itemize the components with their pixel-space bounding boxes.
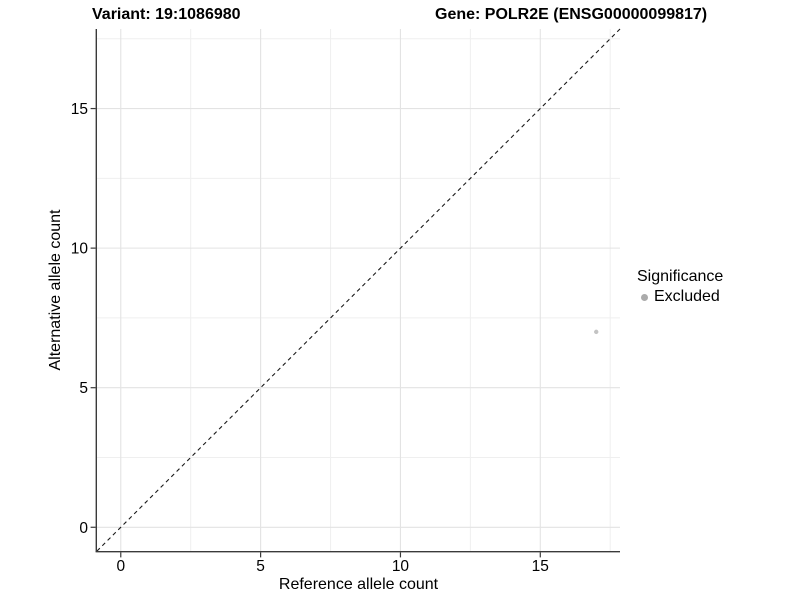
- legend-point-icon: [641, 293, 648, 301]
- identity-line: [96, 28, 621, 552]
- y-tick-label: 0: [79, 520, 88, 537]
- y-tick-label: 15: [71, 101, 88, 118]
- legend-item-label: Excluded: [654, 288, 720, 305]
- y-tick-label: 10: [71, 241, 89, 258]
- plot-title-variant: Variant: 19:1086980: [92, 6, 241, 23]
- x-axis-title: Reference allele count: [278, 576, 439, 593]
- legend: Significance Excluded: [637, 268, 723, 306]
- y-axis-title: Alternative allele count: [47, 209, 64, 371]
- data-point: [594, 329, 599, 335]
- x-tick-label: 5: [256, 558, 265, 575]
- legend-title: Significance: [637, 268, 724, 285]
- plot-title-gene: Gene: POLR2E (ENSG00000099817): [435, 6, 708, 23]
- legend-item: Excluded: [637, 288, 723, 306]
- x-tick-label: 0: [116, 558, 125, 575]
- x-tick-label: 10: [392, 558, 410, 575]
- y-tick-label: 5: [79, 380, 88, 397]
- x-tick-label: 15: [532, 558, 549, 575]
